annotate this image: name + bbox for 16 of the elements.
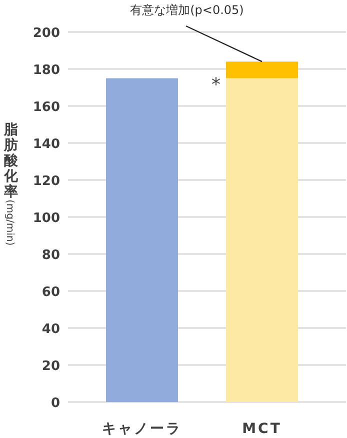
y-tick-label: 120 xyxy=(32,174,60,189)
y-tick-label: 60 xyxy=(42,285,60,300)
ylabel: 脂肪酸化率(mg/min) xyxy=(4,122,18,246)
y-tick-label: 80 xyxy=(42,248,60,263)
y-tick-label: 200 xyxy=(32,26,60,41)
y-tick-label: 160 xyxy=(32,100,60,115)
y-tick-label: 20 xyxy=(42,359,60,374)
x-tick-label: キャノーラ xyxy=(102,421,182,437)
y-tick-label: 0 xyxy=(50,396,60,411)
annotation: * xyxy=(212,74,220,96)
annotation: 有意な増加(p<0.05) xyxy=(130,3,244,17)
y-tick-label: 140 xyxy=(32,137,60,152)
y-tick-label: 180 xyxy=(32,63,60,78)
y-tick-label: 100 xyxy=(32,211,60,226)
y-tick-label: 40 xyxy=(42,322,60,337)
x-tick-label: MCT xyxy=(242,421,282,437)
